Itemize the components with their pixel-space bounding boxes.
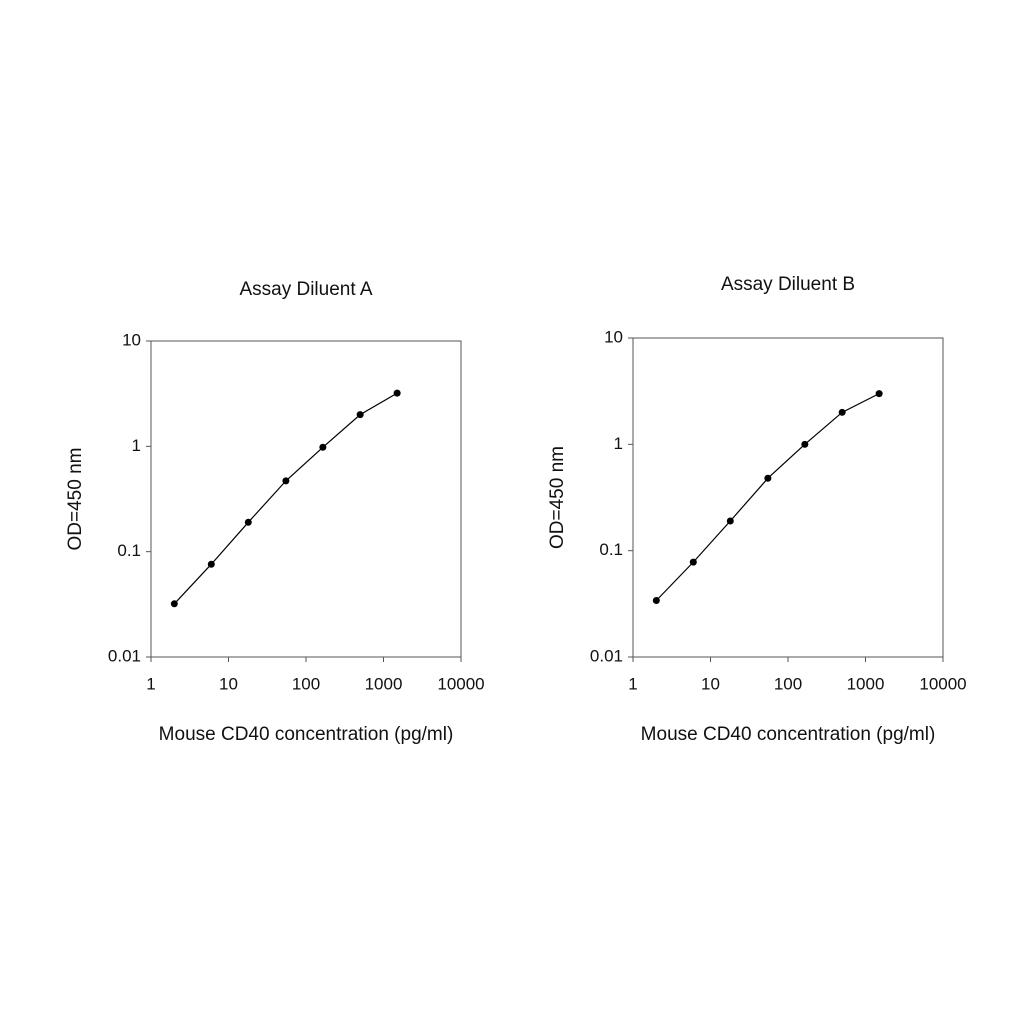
y-tick-label: 0.01: [108, 646, 141, 665]
data-point: [838, 408, 846, 416]
x-tick-label: 1: [628, 674, 637, 693]
y-tick-label: 0.1: [117, 541, 141, 560]
chart-title: Assay Diluent B: [721, 274, 855, 295]
x-tick-label: 1000: [847, 674, 885, 693]
data-point: [801, 440, 809, 448]
x-tick-label: 10: [701, 674, 720, 693]
y-tick-label: 0.01: [590, 646, 623, 665]
x-axis-label: Mouse CD40 concentration (pg/ml): [159, 724, 454, 745]
data-point: [207, 560, 215, 568]
data-point: [689, 558, 697, 566]
y-tick-label: 10: [122, 330, 141, 349]
x-tick-label: 10: [219, 674, 238, 693]
data-point: [170, 600, 178, 608]
series-line: [655, 393, 880, 601]
data-point: [393, 389, 401, 397]
y-axis-label: OD=450 nm: [65, 448, 86, 551]
data-point: [875, 390, 883, 398]
x-tick-label: 100: [774, 674, 802, 693]
data-point: [244, 518, 252, 526]
plot-area: [150, 340, 462, 658]
data-point: [726, 517, 734, 525]
data-point: [652, 596, 660, 604]
data-point: [282, 477, 290, 485]
y-tick-label: 1: [132, 436, 141, 455]
data-point: [764, 474, 772, 482]
y-axis-label: OD=450 nm: [547, 446, 568, 549]
x-axis-label: Mouse CD40 concentration (pg/ml): [641, 724, 936, 745]
x-tick-label: 10000: [437, 674, 484, 693]
x-tick-label: 1: [146, 674, 155, 693]
x-tick-label: 10000: [919, 674, 966, 693]
series-line: [173, 392, 398, 605]
y-tick-label: 10: [604, 327, 623, 346]
data-point: [319, 443, 327, 451]
y-tick-label: 1: [614, 434, 623, 453]
data-point: [356, 411, 364, 419]
plot-area: [632, 337, 944, 658]
x-tick-label: 1000: [365, 674, 403, 693]
x-tick-label: 100: [292, 674, 320, 693]
y-tick-label: 0.1: [599, 540, 623, 559]
chart-title: Assay Diluent A: [239, 279, 372, 300]
